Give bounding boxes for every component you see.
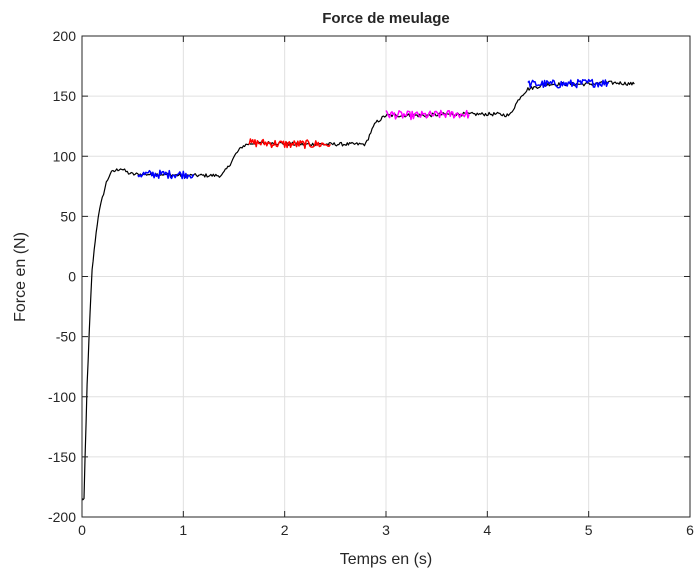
y-tick-label: -50 (56, 329, 76, 345)
grid (81, 35, 691, 518)
y-tick-label: -150 (48, 449, 76, 465)
x-axis-label: Temps en (s) (340, 551, 432, 568)
plot-area (81, 78, 635, 501)
y-tick-label: 0 (68, 269, 76, 285)
x-tick-label: 3 (382, 522, 390, 538)
y-tick-label: -100 (48, 389, 76, 405)
y-tick-label: 150 (53, 88, 77, 104)
y-tick-label: -200 (48, 509, 76, 525)
x-tick-label: 2 (281, 522, 289, 538)
x-tick-label: 4 (483, 522, 491, 538)
series-line-3 (385, 109, 470, 121)
y-axis-label: Force en (N) (12, 232, 29, 322)
series-line-4 (527, 78, 610, 89)
series-line-1 (137, 169, 195, 180)
series-line-2 (248, 138, 331, 150)
x-tick-label: 0 (78, 522, 86, 538)
x-tick-label: 1 (179, 522, 187, 538)
x-tick-label: 5 (585, 522, 593, 538)
y-tick-label: 50 (60, 208, 76, 224)
chart-title: Force de meulage (322, 10, 450, 27)
x-tick-label: 6 (686, 522, 694, 538)
y-tick-label: 200 (53, 28, 77, 44)
ticks: 0 1 2 3 4 5 6 -200 -150 -100 -50 0 50 100 150 200 (48, 28, 694, 538)
y-tick-label: 100 (53, 148, 77, 164)
